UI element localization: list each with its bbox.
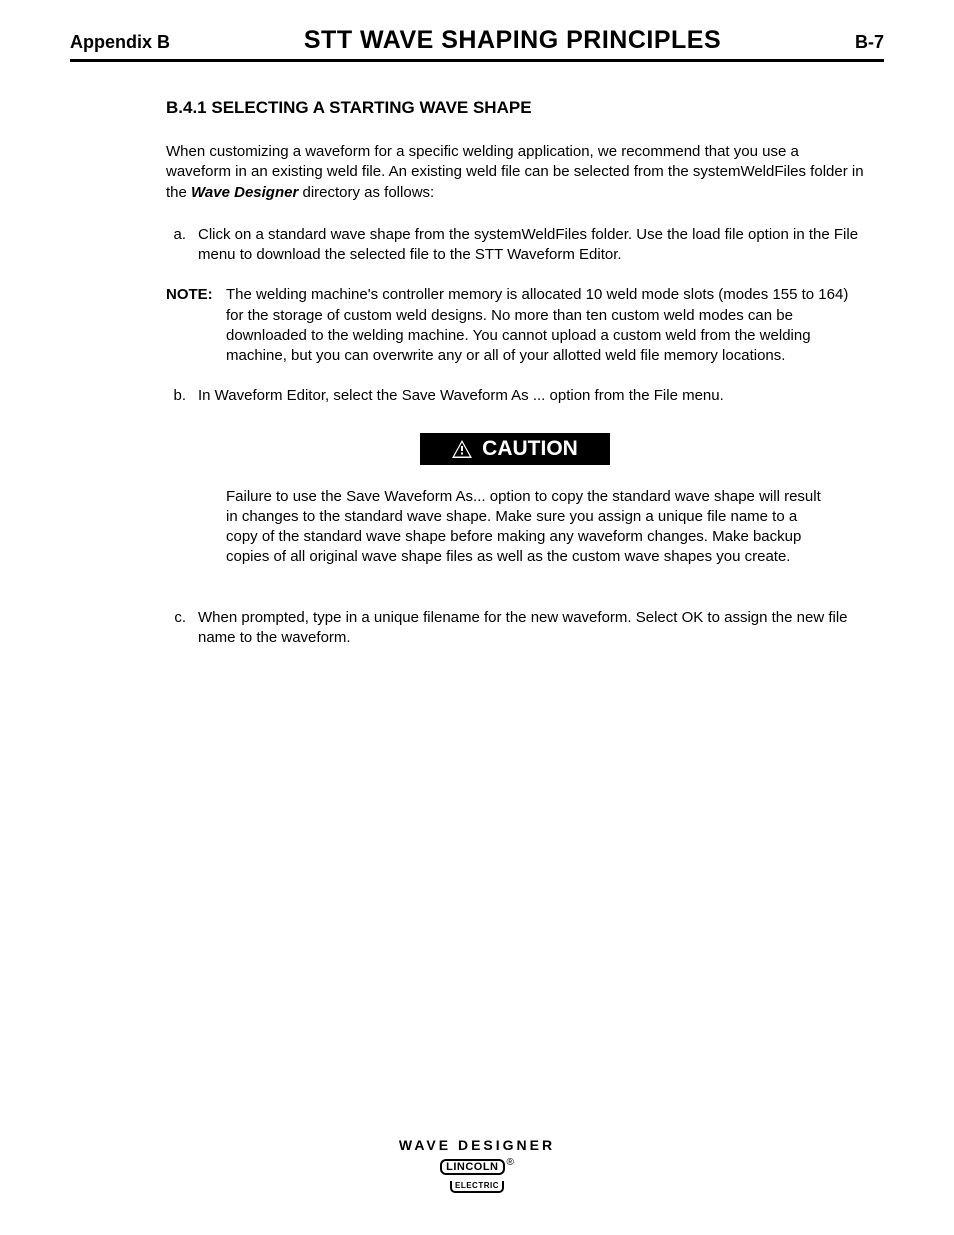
lincoln-electric-logo: LINCOLN® ELECTRIC bbox=[440, 1157, 514, 1193]
page-footer: WAVE DESIGNER LINCOLN® ELECTRIC bbox=[0, 1137, 954, 1193]
brand-name-inline: Wave Designer bbox=[191, 184, 298, 201]
header-title: STT WAVE SHAPING PRINCIPLES bbox=[304, 26, 721, 55]
step-c-text: When prompted, type in a unique filename… bbox=[198, 608, 864, 649]
step-b-marker: b. bbox=[166, 386, 198, 406]
header-appendix-label: Appendix B bbox=[70, 32, 170, 53]
logo-registered-mark: ® bbox=[507, 1157, 514, 1168]
warning-triangle-icon bbox=[452, 440, 472, 458]
intro-paragraph: When customizing a waveform for a specif… bbox=[166, 142, 864, 203]
step-b: b. In Waveform Editor, select the Save W… bbox=[166, 386, 864, 406]
logo-lincoln-text: LINCOLN bbox=[440, 1159, 504, 1175]
page-header: Appendix B STT WAVE SHAPING PRINCIPLES B… bbox=[70, 26, 884, 62]
step-c: c. When prompted, type in a unique filen… bbox=[166, 608, 864, 649]
step-a-marker: a. bbox=[166, 225, 198, 266]
step-a-text: Click on a standard wave shape from the … bbox=[198, 225, 864, 266]
note-text: The welding machine's controller memory … bbox=[226, 285, 864, 366]
section-heading: B.4.1 SELECTING A STARTING WAVE SHAPE bbox=[166, 98, 864, 118]
step-a: a. Click on a standard wave shape from t… bbox=[166, 225, 864, 266]
note-label: NOTE: bbox=[166, 285, 226, 366]
step-b-text: In Waveform Editor, select the Save Wave… bbox=[198, 386, 864, 406]
step-c-marker: c. bbox=[166, 608, 198, 649]
caution-label: CAUTION bbox=[482, 437, 578, 461]
logo-electric-text: ELECTRIC bbox=[450, 1181, 504, 1193]
note-block: NOTE: The welding machine's controller m… bbox=[166, 285, 864, 366]
header-page-number: B-7 bbox=[855, 32, 884, 53]
caution-body-text: Failure to use the Save Waveform As... o… bbox=[226, 487, 828, 568]
footer-product-name: WAVE DESIGNER bbox=[0, 1137, 954, 1153]
intro-text-post: directory as follows: bbox=[298, 184, 434, 201]
caution-box: CAUTION bbox=[420, 433, 610, 465]
content-area: B.4.1 SELECTING A STARTING WAVE SHAPE Wh… bbox=[70, 98, 884, 648]
caution-banner: CAUTION bbox=[166, 433, 864, 465]
